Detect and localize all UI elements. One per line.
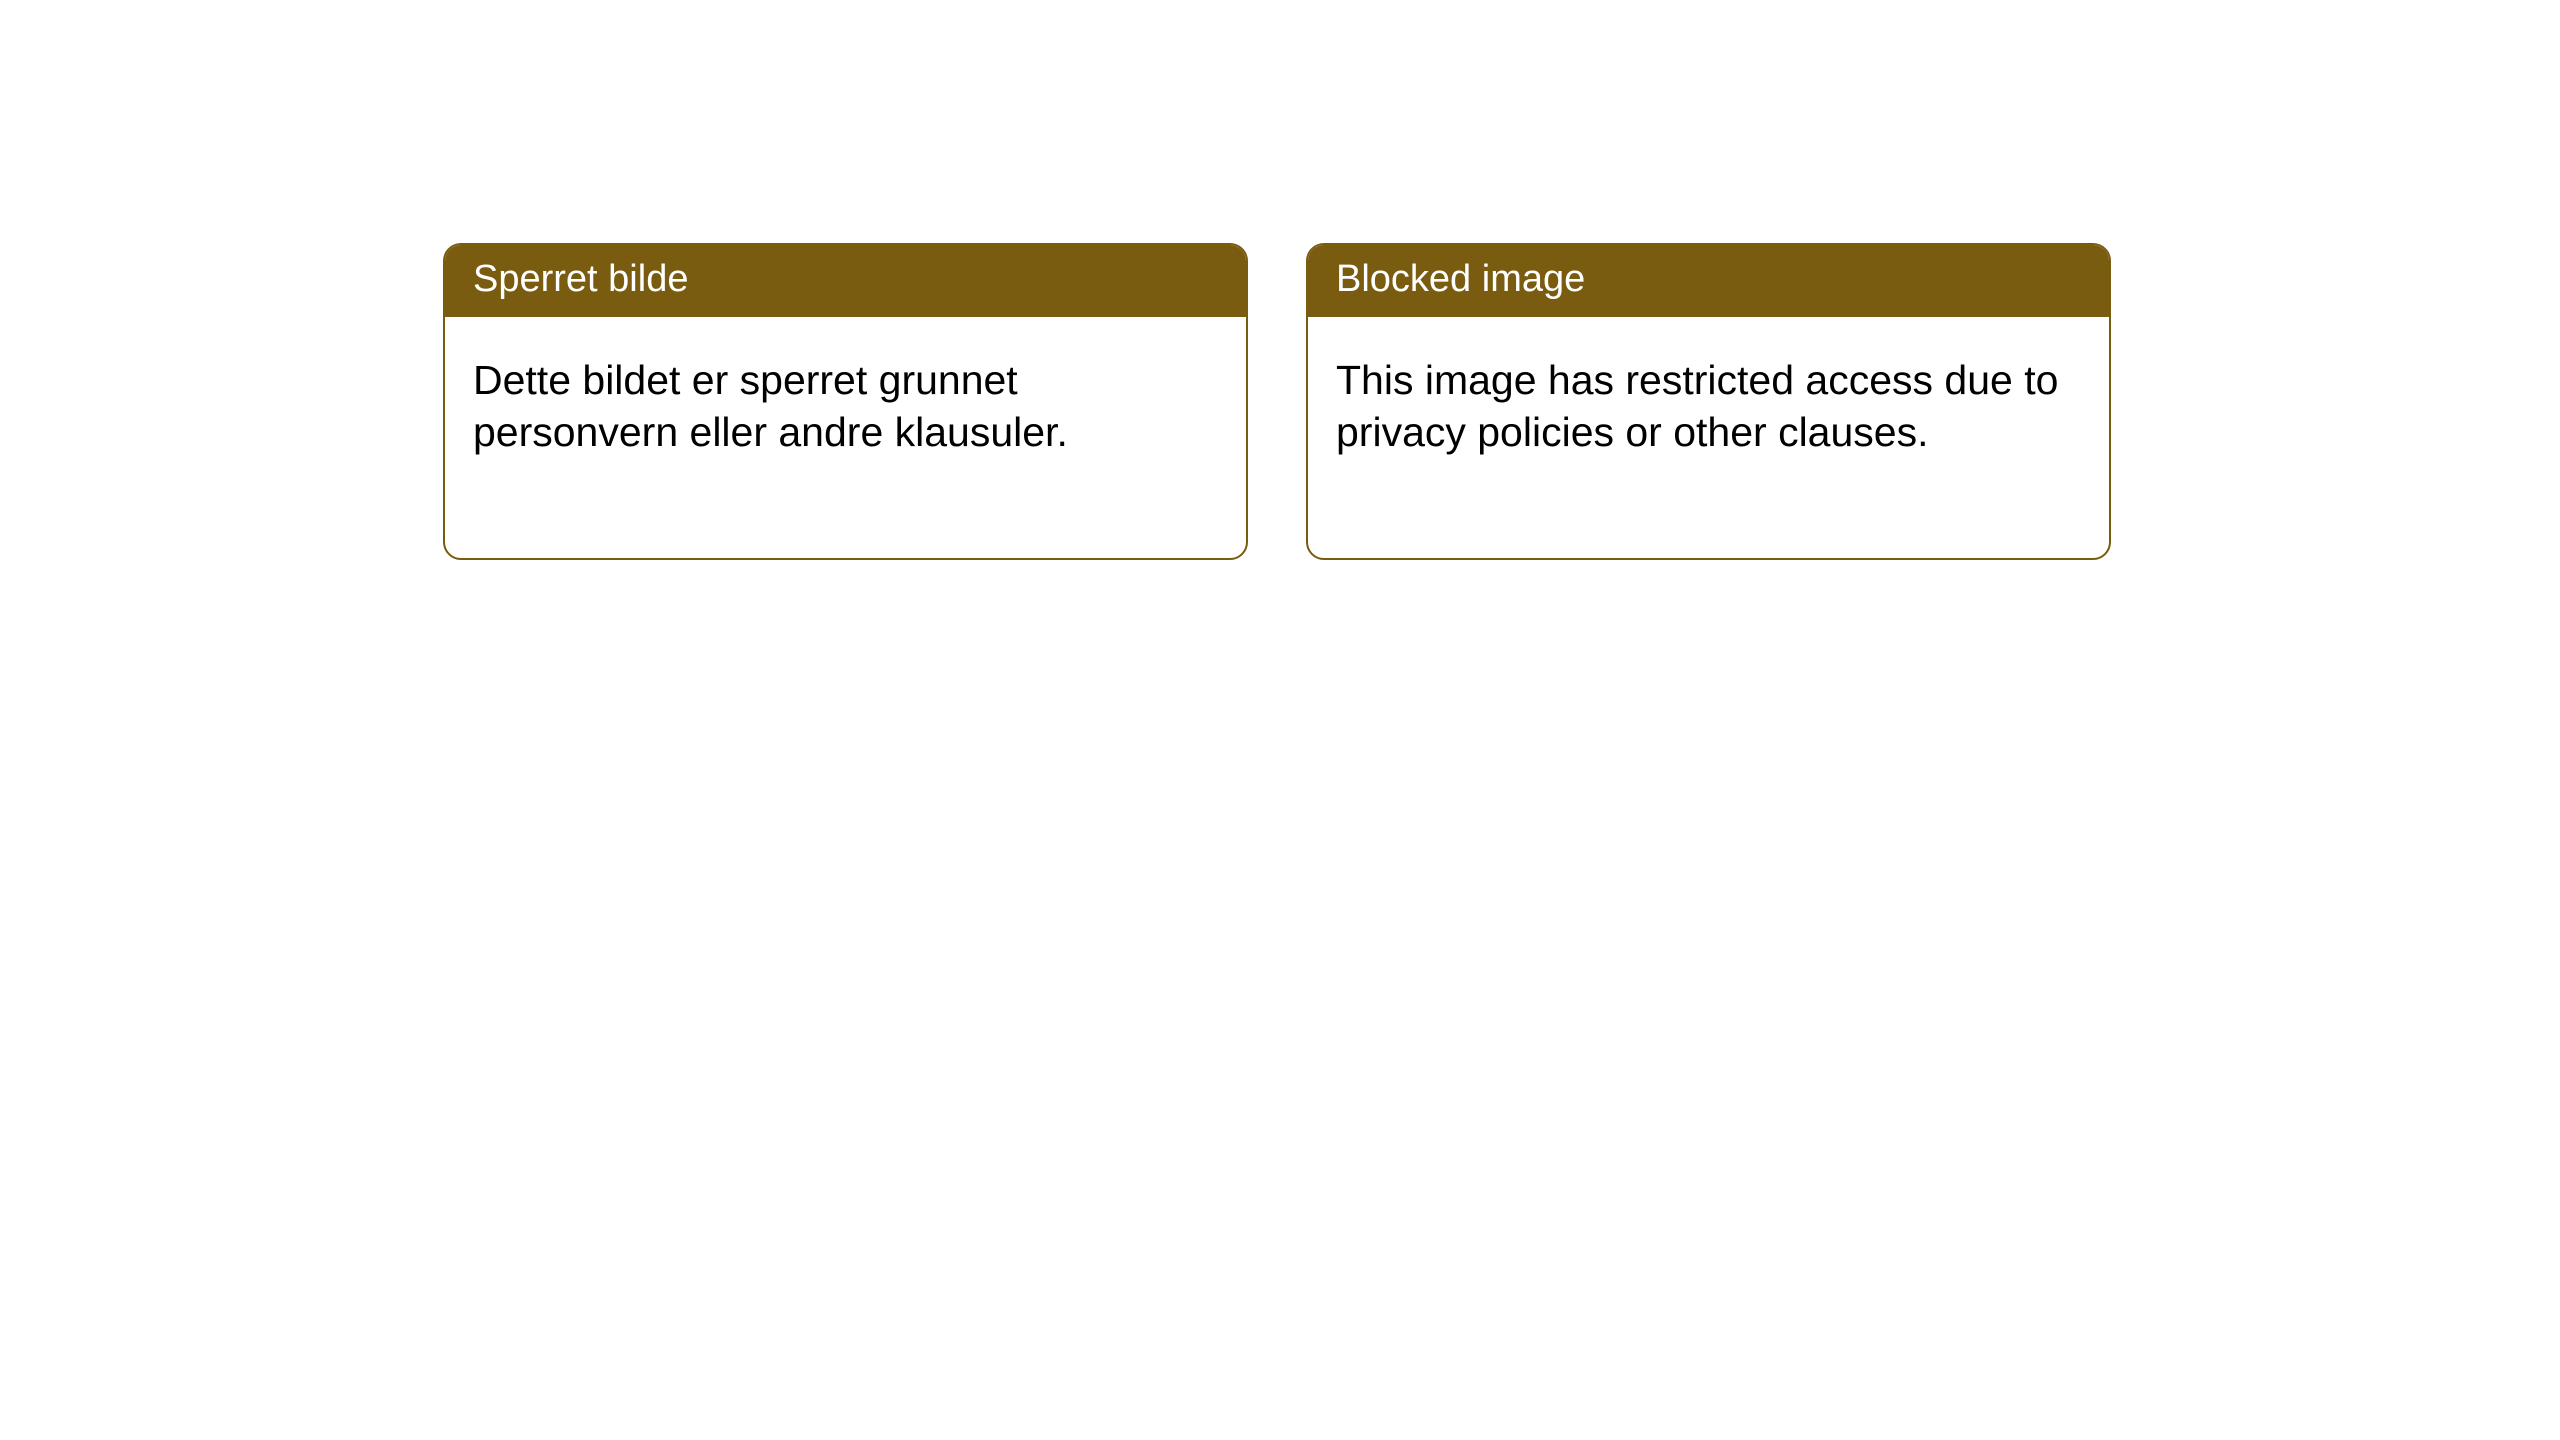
blocked-image-card-en: Blocked image This image has restricted … — [1306, 243, 2111, 560]
card-header: Sperret bilde — [445, 245, 1246, 317]
card-header: Blocked image — [1308, 245, 2109, 317]
card-body: Dette bildet er sperret grunnet personve… — [445, 317, 1246, 558]
cards-container: Sperret bilde Dette bildet er sperret gr… — [443, 243, 2560, 560]
blocked-image-card-no: Sperret bilde Dette bildet er sperret gr… — [443, 243, 1248, 560]
card-body: This image has restricted access due to … — [1308, 317, 2109, 558]
